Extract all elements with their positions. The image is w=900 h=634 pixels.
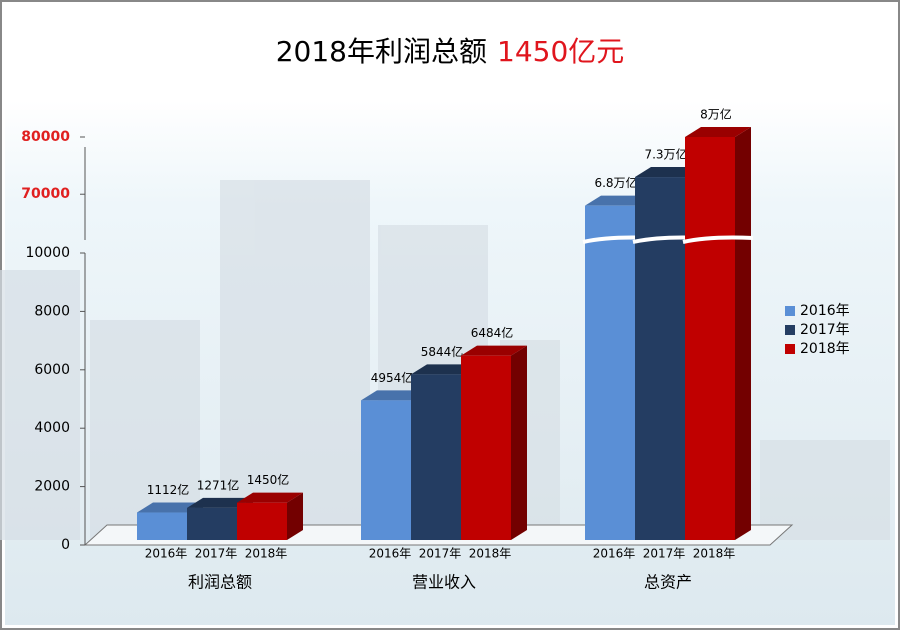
x-tick-label: 2018年 xyxy=(693,547,736,561)
chart-title: 2018年利润总额 1450亿元 xyxy=(276,35,625,68)
bar xyxy=(361,400,411,540)
bar xyxy=(461,355,511,540)
bar-side xyxy=(511,345,527,540)
y-tick-label: 10000 xyxy=(25,245,70,261)
y-tick-label: 4000 xyxy=(34,420,70,436)
value-label: 1112亿 xyxy=(147,482,190,497)
bar xyxy=(685,137,735,540)
x-tick-label: 2016年 xyxy=(369,547,412,561)
value-label: 8万亿 xyxy=(700,107,732,122)
bar-top xyxy=(411,364,477,375)
bar xyxy=(187,507,237,540)
x-tick-label: 2017年 xyxy=(419,547,462,561)
value-label: 6.8万亿 xyxy=(594,175,637,190)
bar-side xyxy=(735,127,751,540)
axis-break xyxy=(682,235,754,244)
category-label: 总资产 xyxy=(644,573,692,592)
value-label: 4954亿 xyxy=(371,370,414,385)
y-tick-label: 6000 xyxy=(34,362,70,378)
legend-label: 2017年 xyxy=(800,322,850,338)
bar xyxy=(137,512,187,540)
category-label: 营业收入 xyxy=(412,573,476,592)
x-tick-label: 2018年 xyxy=(469,547,512,561)
bar xyxy=(585,205,635,540)
bar-top xyxy=(585,195,651,206)
y-tick-label: 0 xyxy=(61,537,70,553)
y-tick-label: 8000 xyxy=(34,303,70,319)
bar-top xyxy=(685,127,751,137)
legend-swatch xyxy=(785,344,795,354)
x-tick-label: 2017年 xyxy=(643,547,686,561)
x-tick-label: 2016年 xyxy=(593,547,636,561)
x-tick-label: 2016年 xyxy=(145,547,188,561)
value-label: 5844亿 xyxy=(421,344,464,359)
bar-top xyxy=(137,502,203,513)
legend-label: 2018年 xyxy=(800,341,850,357)
value-label: 1271亿 xyxy=(197,477,240,492)
bar-top xyxy=(461,345,527,356)
title-main: 2018年利润总额 xyxy=(276,35,487,68)
legend-swatch xyxy=(785,325,795,335)
x-tick-label: 2017年 xyxy=(195,547,238,561)
bar-side xyxy=(287,492,303,540)
value-label: 7.3万亿 xyxy=(644,147,687,162)
legend-swatch xyxy=(785,306,795,316)
y-tick-label: 80000 xyxy=(21,129,70,145)
bar xyxy=(635,177,685,541)
bar-top xyxy=(187,497,253,508)
y-tick-label: 70000 xyxy=(21,186,70,202)
category-label: 利润总额 xyxy=(188,573,252,592)
bar xyxy=(237,502,287,540)
title-highlight: 1450亿元 xyxy=(497,35,624,68)
legend-label: 2016年 xyxy=(800,303,850,319)
x-tick-label: 2018年 xyxy=(245,547,288,561)
bar-top xyxy=(361,390,427,401)
bar-top xyxy=(635,167,701,178)
bar-top xyxy=(237,492,303,503)
bar xyxy=(411,374,461,540)
value-label: 6484亿 xyxy=(471,325,514,340)
y-tick-label: 2000 xyxy=(34,479,70,495)
value-label: 1450亿 xyxy=(247,472,290,487)
